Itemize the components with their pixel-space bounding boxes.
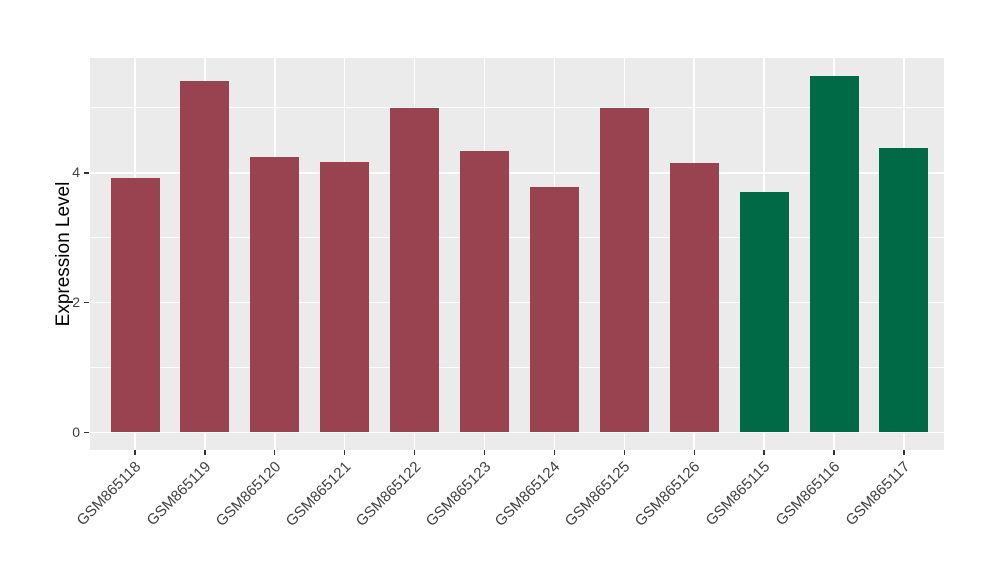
bar bbox=[599, 107, 649, 433]
h-gridline-major bbox=[90, 172, 944, 174]
bar bbox=[110, 178, 160, 433]
x-tick-mark bbox=[483, 450, 486, 455]
x-tick-label: GSM865121 bbox=[282, 458, 355, 530]
y-axis-title: Expression Level bbox=[53, 181, 74, 327]
bar bbox=[529, 187, 579, 433]
x-tick-label: GSM865117 bbox=[842, 458, 914, 530]
x-tick-label: GSM865122 bbox=[352, 458, 424, 530]
h-gridline-minor bbox=[90, 107, 944, 109]
bar bbox=[390, 107, 440, 433]
h-gridline-major bbox=[90, 301, 944, 304]
bar bbox=[250, 157, 300, 433]
x-tick-mark bbox=[274, 450, 276, 455]
bar bbox=[879, 148, 929, 433]
x-tick-label: GSM865118 bbox=[73, 458, 145, 530]
x-tick-mark bbox=[413, 450, 416, 455]
y-tick-mark bbox=[84, 301, 89, 304]
y-tick-mark bbox=[84, 172, 89, 174]
h-gridline-major bbox=[90, 431, 944, 434]
x-tick-mark bbox=[134, 450, 136, 455]
bar bbox=[809, 76, 859, 433]
x-tick-mark bbox=[204, 450, 206, 455]
x-tick-label: GSM865124 bbox=[492, 458, 564, 530]
x-tick-label: GSM865125 bbox=[562, 458, 634, 530]
x-tick-label: GSM865119 bbox=[143, 458, 215, 530]
h-gridline-minor bbox=[90, 367, 944, 369]
y-tick-label: 2 bbox=[72, 294, 80, 311]
bar bbox=[320, 161, 370, 433]
x-tick-mark bbox=[833, 450, 835, 455]
y-tick-label: 0 bbox=[72, 423, 80, 440]
plot-panel bbox=[90, 58, 944, 450]
x-tick-mark bbox=[623, 450, 625, 455]
x-tick-label: GSM865116 bbox=[772, 458, 844, 530]
bar bbox=[739, 191, 789, 433]
x-tick-mark bbox=[344, 450, 346, 455]
x-tick-mark bbox=[693, 450, 695, 455]
bar bbox=[669, 163, 719, 433]
y-tick-mark bbox=[84, 431, 89, 434]
bar bbox=[180, 80, 230, 433]
y-tick-label: 4 bbox=[72, 164, 80, 181]
x-tick-label: GSM865126 bbox=[631, 458, 704, 530]
x-tick-mark bbox=[763, 450, 765, 455]
x-tick-mark bbox=[903, 450, 905, 455]
h-gridline-minor bbox=[90, 237, 944, 239]
x-tick-label: GSM865123 bbox=[422, 458, 494, 530]
x-tick-label: GSM865120 bbox=[212, 458, 285, 530]
x-tick-mark bbox=[553, 450, 556, 455]
bar bbox=[460, 150, 509, 433]
x-tick-label: GSM865115 bbox=[702, 458, 774, 530]
